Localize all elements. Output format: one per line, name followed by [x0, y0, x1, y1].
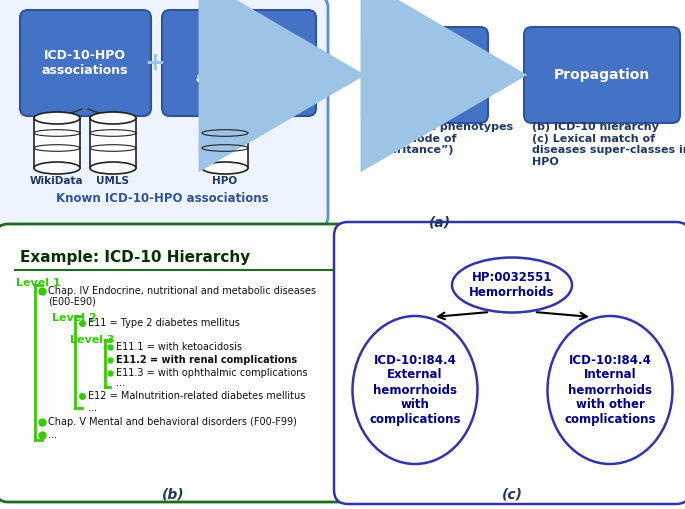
- Text: ...: ...: [48, 430, 57, 440]
- Text: Level 3: Level 3: [70, 335, 114, 345]
- Text: Level 1: Level 1: [16, 278, 61, 288]
- Polygon shape: [90, 118, 136, 168]
- FancyBboxPatch shape: [524, 27, 680, 123]
- Text: ICD-10-HPO
associations: ICD-10-HPO associations: [42, 49, 128, 77]
- Ellipse shape: [34, 162, 80, 174]
- Text: UMLS: UMLS: [97, 176, 129, 186]
- Text: E11.2 = with renal complications: E11.2 = with renal complications: [116, 355, 297, 365]
- Text: WikiData: WikiData: [30, 176, 84, 186]
- Ellipse shape: [90, 162, 136, 174]
- Text: E11 = Type 2 diabetes mellitus: E11 = Type 2 diabetes mellitus: [88, 318, 240, 328]
- FancyBboxPatch shape: [0, 224, 350, 502]
- Text: Filtering: Filtering: [392, 68, 458, 82]
- Text: Example: ICD-10 Hierarchy: Example: ICD-10 Hierarchy: [20, 250, 250, 265]
- Text: ICD-10→
OMIM→HPO
associations: ICD-10→ OMIM→HPO associations: [196, 42, 282, 84]
- FancyBboxPatch shape: [162, 10, 316, 116]
- Text: (E00-E90): (E00-E90): [48, 297, 96, 307]
- Polygon shape: [202, 118, 248, 168]
- Ellipse shape: [452, 258, 572, 313]
- Text: Propagation: Propagation: [554, 68, 650, 82]
- Ellipse shape: [353, 316, 477, 464]
- Text: E12 = Malnutrition-related diabetes mellitus: E12 = Malnutrition-related diabetes mell…: [88, 391, 306, 401]
- Polygon shape: [34, 118, 80, 168]
- Text: Chap. V Mental and behavioral disorders (F00-F99): Chap. V Mental and behavioral disorders …: [48, 417, 297, 427]
- Text: +: +: [145, 51, 166, 75]
- FancyBboxPatch shape: [362, 27, 488, 123]
- Text: ...: ...: [116, 378, 125, 388]
- Text: HP:0032551
Hemorrhoids: HP:0032551 Hemorrhoids: [469, 271, 555, 299]
- Text: ...: ...: [88, 403, 97, 413]
- Ellipse shape: [202, 112, 248, 124]
- Text: HPO: HPO: [212, 176, 238, 186]
- Text: E11.3 = with ophthalmic complications: E11.3 = with ophthalmic complications: [116, 368, 308, 378]
- Text: Chap. IV Endocrine, nutritional and metabolic diseases: Chap. IV Endocrine, nutritional and meta…: [48, 286, 316, 296]
- FancyBboxPatch shape: [0, 0, 328, 228]
- Text: (b): (b): [162, 487, 184, 501]
- Ellipse shape: [34, 112, 80, 124]
- Text: ICD-10:I84.4
External
hemorrhoids
with
complications: ICD-10:I84.4 External hemorrhoids with c…: [369, 353, 461, 427]
- FancyBboxPatch shape: [334, 222, 685, 504]
- Text: 21 generic phenotypes
(e.g “Mode of
inheritance”): 21 generic phenotypes (e.g “Mode of inhe…: [370, 122, 513, 155]
- Text: ICD-10:I84.4
Internal
hemorrhoids
with other
complications: ICD-10:I84.4 Internal hemorrhoids with o…: [564, 353, 656, 427]
- Text: Level 2: Level 2: [52, 313, 97, 323]
- Ellipse shape: [547, 316, 673, 464]
- Ellipse shape: [202, 162, 248, 174]
- Text: Known ICD-10-HPO associations: Known ICD-10-HPO associations: [55, 191, 269, 205]
- Text: (c): (c): [501, 487, 523, 501]
- FancyBboxPatch shape: [20, 10, 151, 116]
- Text: E11.1 = with ketoacidosis: E11.1 = with ketoacidosis: [116, 342, 242, 352]
- Ellipse shape: [90, 112, 136, 124]
- Text: (b) ICD-10 hierarchy
(c) Lexical match of
diseases super-classes in
HPO: (b) ICD-10 hierarchy (c) Lexical match o…: [532, 122, 685, 167]
- Text: (a): (a): [429, 215, 451, 229]
